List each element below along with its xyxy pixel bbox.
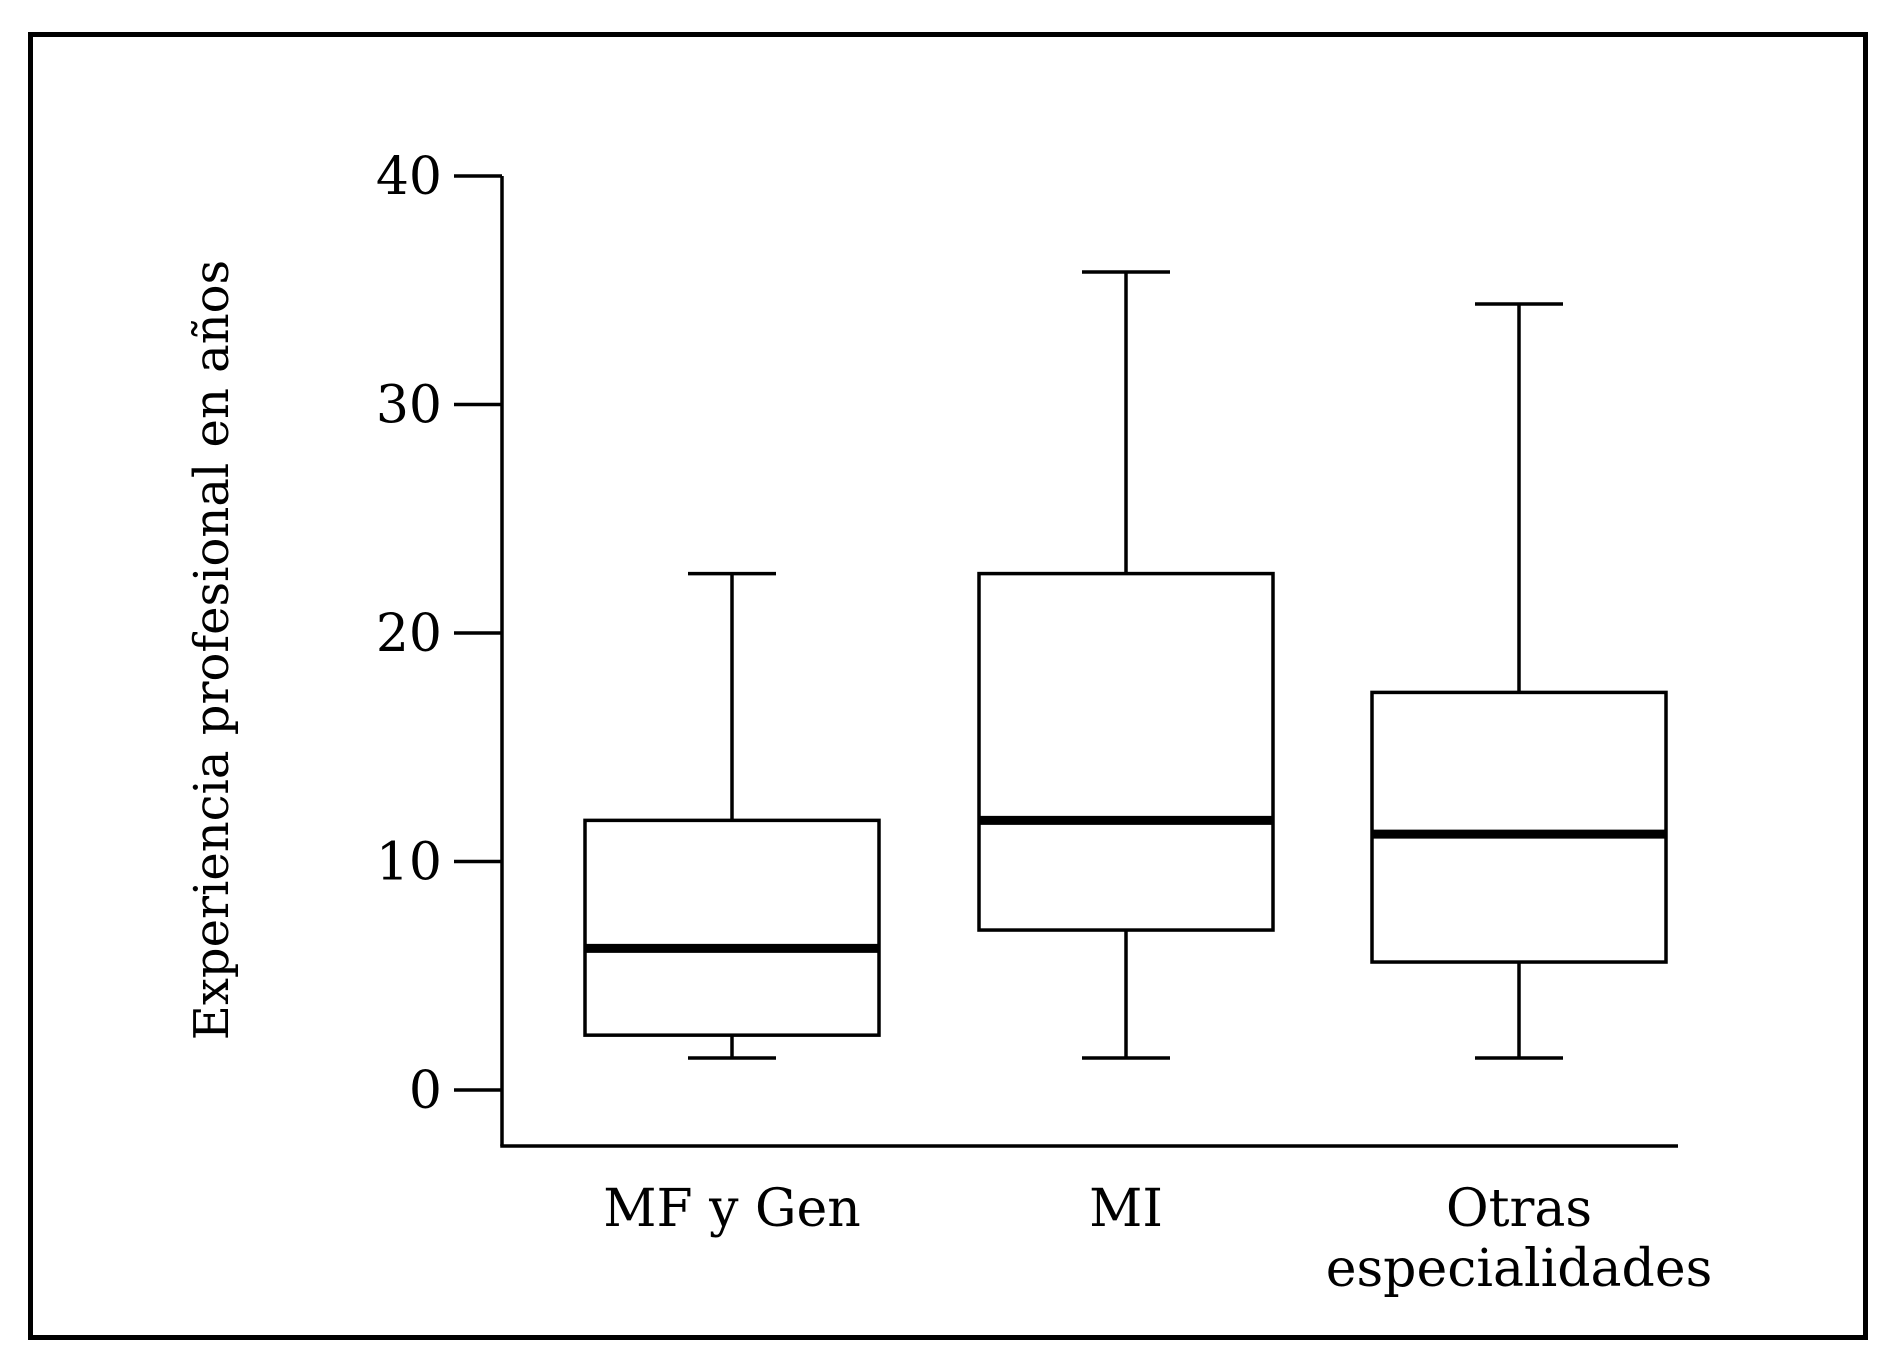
x-axis: MF y Gen MI Otras especialidades	[500, 1144, 1713, 1299]
x-category-label: MI	[1089, 1179, 1163, 1239]
chart-frame	[28, 32, 1868, 1340]
box-3	[1370, 302, 1668, 1060]
y-tick-label: 30	[376, 376, 442, 436]
x-category-label: MF y Gen	[603, 1179, 861, 1239]
x-category-label-line: MF y Gen	[603, 1179, 861, 1239]
y-tick-label: 10	[376, 833, 442, 893]
iqr-box	[1370, 690, 1668, 964]
x-category-label-line: Otras	[1446, 1179, 1592, 1239]
x-category-label-line: especialidades	[1326, 1239, 1713, 1299]
iqr-box	[977, 571, 1275, 932]
x-category-label: Otras especialidades	[1326, 1179, 1713, 1299]
y-tick-label: 0	[409, 1061, 442, 1121]
boxes	[583, 270, 1668, 1060]
box-1	[583, 571, 881, 1060]
y-tick-label: 20	[376, 604, 442, 664]
y-axis: 0 10 20 30 40	[376, 147, 504, 1146]
iqr-box	[583, 818, 881, 1037]
box-2	[977, 270, 1275, 1060]
y-axis-title: Experiencia profesional en años	[184, 260, 240, 1040]
x-category-label-line: MI	[1089, 1179, 1163, 1239]
y-tick-label: 40	[376, 147, 442, 207]
